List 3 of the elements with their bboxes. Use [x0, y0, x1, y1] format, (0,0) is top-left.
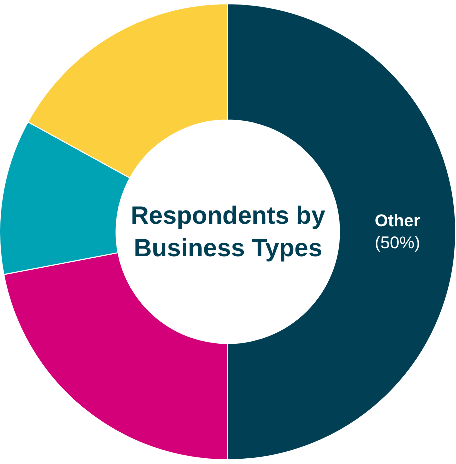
- slice-label: Other: [375, 211, 421, 230]
- data-label: (50%): [374, 234, 420, 253]
- text: Respondents by Business Types: [131, 202, 326, 262]
